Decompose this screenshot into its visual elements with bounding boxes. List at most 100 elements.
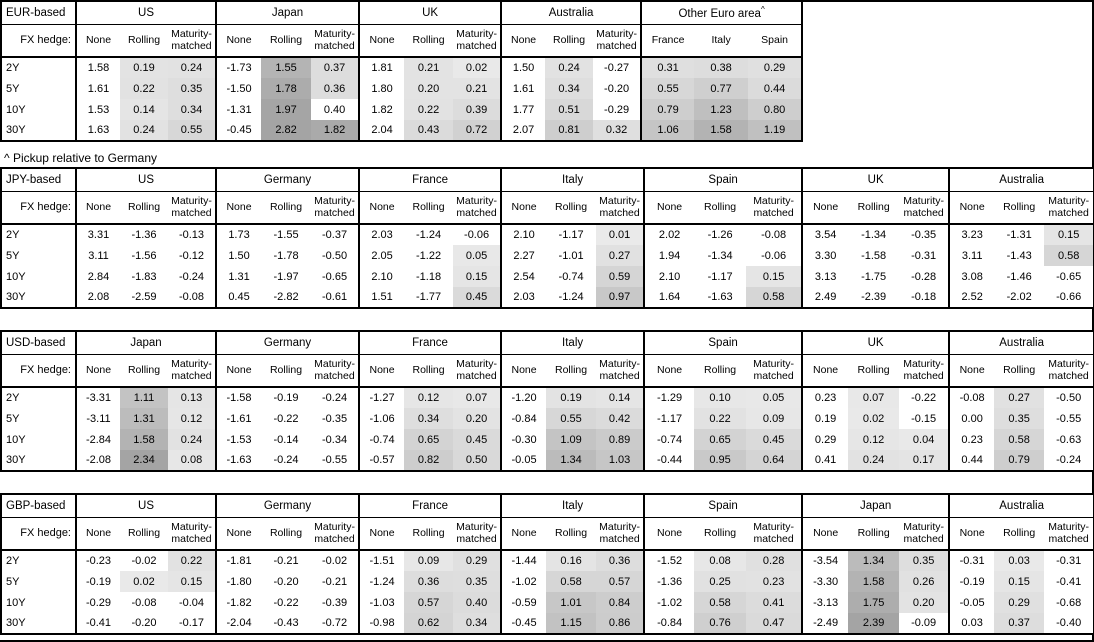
value-cell: -1.17	[558, 229, 584, 241]
value-cell: 3.23	[948, 224, 995, 245]
value-cell: -2.39	[861, 291, 887, 303]
value-cell: -0.50	[322, 249, 348, 262]
value-cell: 0.28	[746, 550, 803, 571]
value-cell: -1.53	[215, 429, 262, 450]
value-cell: 1.55	[261, 57, 312, 78]
hedge-column-header: Maturity-matched	[746, 517, 803, 551]
value-cell: 0.24	[168, 429, 217, 450]
country-header-row: GBP-based US Germany France Italy Spain Japan A…	[1, 494, 1094, 518]
value-cell: 1.81	[358, 57, 405, 78]
value-cell: 0.44	[748, 78, 803, 99]
hedge-column-header: Maturity-matched	[899, 354, 950, 388]
value-cell: 0.23	[948, 429, 995, 450]
value-cell: 1.19	[748, 120, 803, 141]
value-cell: 0.24	[168, 57, 217, 78]
hedge-column-header: Maturity-matched	[168, 517, 217, 551]
fx-hedge-label: FX hedge:	[1, 517, 77, 551]
hedge-column-header: Maturity-matched	[1044, 354, 1094, 388]
hedge-column-header: Rolling	[261, 191, 312, 225]
value-cell: 0.27	[994, 387, 1045, 408]
hedge-column-header: None	[643, 517, 695, 551]
value-cell: 0.45	[215, 287, 262, 308]
value-cell: -0.84	[643, 613, 695, 634]
value-cell: -1.97	[273, 270, 299, 283]
value-cell: -1.03	[358, 592, 405, 613]
hedge-column-header: Rolling	[404, 24, 454, 58]
value-cell: 1.51	[358, 287, 405, 308]
hedge-column-header: None	[75, 354, 120, 388]
value-cell: -1.78	[273, 249, 299, 262]
hedge-column-header: Rolling	[404, 191, 454, 225]
value-cell: -3.30	[801, 571, 849, 592]
value-cell: -0.18	[911, 291, 937, 303]
hedge-header-row: FX hedge: None Rolling Maturity-matched None…	[1, 354, 1094, 388]
value-cell: 0.29	[801, 429, 849, 450]
value-cell: 0.36	[596, 550, 645, 571]
value-cell: 0.27	[596, 245, 645, 266]
hedge-column-header: Spain	[748, 24, 803, 58]
hedge-column-header: Rolling	[848, 517, 900, 551]
value-cell: 1.75	[848, 592, 900, 613]
value-cell: 1.73	[215, 224, 262, 245]
value-cell: 0.21	[453, 78, 502, 99]
value-cell: 1.34	[848, 550, 900, 571]
hedge-column-header: None	[215, 517, 262, 551]
hedge-column-header: Maturity-matched	[453, 191, 502, 225]
hedge-column-header: Rolling	[994, 354, 1045, 388]
tenor-label: 5Y	[1, 78, 77, 99]
data-row: 2Y 1.58 0.19 0.24 -1.73 1.55 0.37 1.81 0.21 0.02 1…	[1, 57, 803, 78]
value-cell: -1.34	[707, 249, 733, 262]
value-cell: -0.19	[273, 392, 299, 404]
value-cell: -1.75	[861, 270, 887, 283]
value-cell: -1.17	[707, 270, 733, 283]
data-row: 5Y -0.19 0.02 0.15 -1.80 -0.20 -0.21 -1.24 0.36 0…	[1, 571, 1094, 592]
country-header: Spain	[643, 331, 803, 355]
value-cell: 0.58	[746, 287, 803, 308]
tenor-label: 2Y	[1, 550, 77, 571]
value-cell: 0.34	[168, 99, 217, 120]
value-cell: -1.58	[215, 387, 262, 408]
hedge-column-header: Rolling	[546, 191, 597, 225]
fx-hedge-label: FX hedge:	[1, 24, 77, 58]
value-cell: 0.40	[453, 592, 502, 613]
value-cell: 0.58	[994, 429, 1045, 450]
fx-hedge-label: FX hedge:	[1, 354, 77, 388]
country-header: Germany	[215, 168, 360, 192]
value-cell: 0.55	[640, 78, 695, 99]
country-header: US	[74, 1, 217, 25]
value-cell: -0.08	[131, 596, 157, 609]
value-cell: 0.34	[545, 78, 594, 99]
tenor-label: 5Y	[1, 408, 77, 429]
value-cell: 0.20	[453, 408, 502, 429]
hedge-column-header: None	[801, 517, 849, 551]
value-cell: 0.72	[453, 120, 502, 141]
value-cell: -1.61	[215, 408, 262, 429]
data-row: 10Y -0.29 -0.08 -0.04 -1.82 -0.22 -0.39 -1.03 0.…	[1, 592, 1094, 613]
value-cell: 1.31	[215, 266, 262, 287]
hedge-column-header: Rolling	[120, 354, 168, 388]
hedge-column-header: None	[75, 191, 120, 225]
value-cell: 2.05	[358, 245, 405, 266]
value-cell: 0.13	[168, 387, 217, 408]
value-cell: 0.24	[120, 120, 168, 141]
value-cell: 0.84	[596, 592, 645, 613]
value-cell: 0.23	[801, 387, 849, 408]
value-cell: -0.44	[643, 450, 695, 471]
value-cell: -0.29	[75, 592, 120, 613]
hedge-column-header: France	[640, 24, 695, 58]
value-cell: 2.39	[848, 613, 900, 634]
hedge-column-header: Rolling	[404, 354, 454, 388]
value-cell: 0.57	[404, 592, 454, 613]
hedge-column-header: Maturity-matched	[899, 191, 950, 225]
value-cell: 1.23	[694, 99, 749, 120]
value-cell: 0.35	[994, 408, 1045, 429]
value-cell: 0.86	[596, 613, 645, 634]
country-header-row: EUR-based US Japan UK Australia Other Euro ar…	[1, 1, 803, 25]
hedge-column-header: Maturity-matched	[596, 354, 645, 388]
footnote: ^ Pickup relative to Germany	[4, 151, 158, 165]
value-cell: 0.47	[746, 613, 803, 634]
value-cell: -0.98	[358, 613, 405, 634]
hedge-column-header: Maturity-matched	[899, 517, 950, 551]
hedge-column-header: Rolling	[694, 354, 747, 388]
value-cell: -1.50	[215, 78, 262, 99]
